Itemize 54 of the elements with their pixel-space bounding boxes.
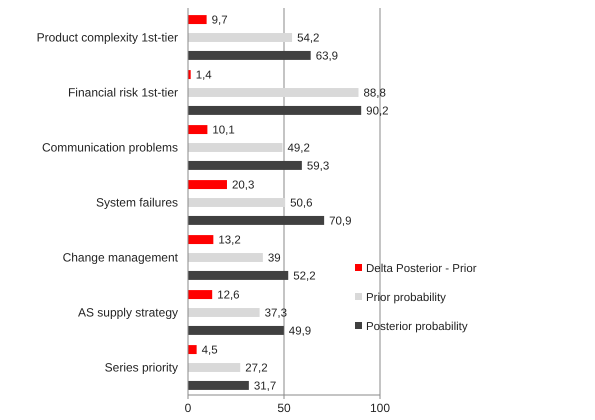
bar [188,345,197,354]
bar [188,290,212,300]
data-label: 70,9 [329,215,352,228]
y-tick-label: Product complexity 1st-tier [36,30,178,45]
data-label: 49,9 [288,325,312,338]
y-tick-label: Change management [62,250,179,265]
data-label: 13,2 [218,234,241,247]
bar [188,235,214,244]
bar [188,88,358,97]
x-tick-label: 50 [277,401,291,415]
bar [188,160,302,170]
data-label: 88,8 [363,88,386,100]
data-label: 4,5 [202,344,218,357]
legend-label: Posterior probability [366,321,468,334]
y-tick-label: Financial risk 1st-tier [68,86,178,100]
data-label: 50,6 [290,198,313,210]
data-label: 63,9 [316,50,338,62]
bar [188,380,249,390]
data-label: 52,2 [293,270,316,282]
bar [188,270,288,280]
y-tick-label: System failures [96,196,178,210]
bar [188,308,260,317]
bar [188,326,284,335]
data-label: 90,2 [366,105,389,118]
data-label: 37,3 [264,308,288,320]
y-tick-label: AS supply strategy [78,306,178,320]
data-label: 12,6 [217,290,240,302]
data-label: 59,3 [306,160,330,172]
legend-label: Delta Posterior - Prior [366,263,477,276]
data-label: 54,2 [297,32,320,45]
x-tick-label: 100 [370,401,390,415]
data-label: 9,7 [212,14,228,27]
y-tick-label: Series priority [104,360,178,375]
data-label: 49,2 [287,142,310,155]
data-label: 39 [268,252,281,265]
bar [188,143,282,152]
bar [188,15,207,24]
y-tick-label: Communication problems [42,140,178,155]
bar [188,33,292,42]
bar [188,198,286,207]
legend-label: Prior probability [366,292,446,304]
bar [188,106,362,115]
bar [188,216,324,225]
data-label: 10,1 [212,124,235,137]
data-label: 1,4 [196,70,212,82]
bar [188,363,240,372]
x-tick-label: 0 [184,401,192,415]
bar [188,50,311,60]
data-label: 31,7 [254,380,276,392]
bar [188,125,208,134]
bar [188,180,227,190]
data-label: 27,2 [245,362,268,375]
data-label: 20,3 [232,180,254,192]
bar [188,253,263,262]
